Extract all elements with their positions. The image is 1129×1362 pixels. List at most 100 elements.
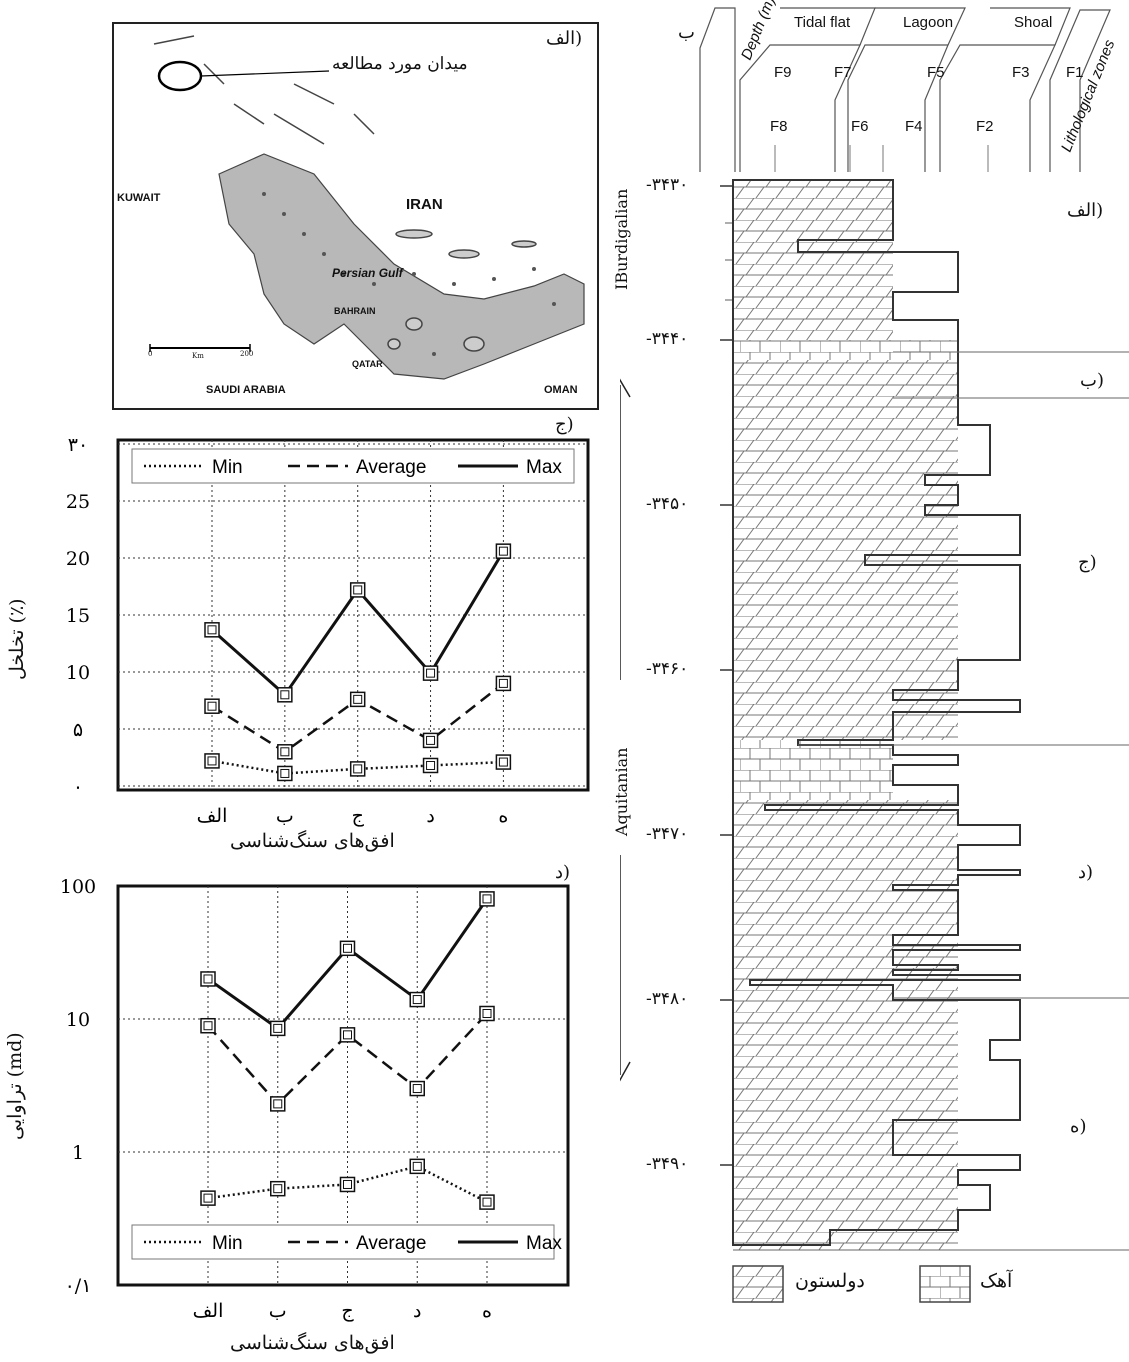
series-average-point-inner bbox=[412, 1084, 422, 1094]
stratigraphic-column-svg bbox=[620, 7, 1129, 1303]
chart1-ytick-label: ۰/۱ bbox=[65, 1275, 92, 1297]
series-average-point bbox=[270, 1096, 286, 1112]
depth-tick-3430: -۳۴۳۰ bbox=[646, 175, 689, 195]
porosity-ylabel: تخلخل (٪) bbox=[6, 598, 28, 680]
legend-label-average: Average bbox=[356, 457, 426, 478]
chart0-xtick-label: ج bbox=[352, 805, 365, 827]
chart1-xtick-label: ب bbox=[269, 1300, 287, 1322]
env-tidal-flat: Tidal flat bbox=[794, 14, 851, 31]
legend-label-max: Max bbox=[526, 1233, 562, 1254]
series-min-point-inner bbox=[203, 1193, 213, 1203]
series-average-point bbox=[277, 744, 293, 760]
facies-f7: F7 bbox=[834, 64, 852, 81]
series-min-point-inner bbox=[207, 756, 217, 766]
depth-tick-3440: -۳۴۴۰ bbox=[646, 329, 689, 349]
legend-label-average: Average bbox=[356, 1233, 426, 1254]
chart1-ytick-label: 1 bbox=[72, 1142, 84, 1164]
series-average-point bbox=[200, 1017, 216, 1034]
chart0-ytick-label: 15 bbox=[66, 605, 90, 627]
series-min-point bbox=[479, 1194, 495, 1210]
zone-label-he: ه) bbox=[1070, 1116, 1087, 1137]
bahrain-label: BAHRAIN bbox=[334, 306, 376, 316]
series-max-point-inner bbox=[343, 943, 352, 953]
permeability-xlabel: افق‌های سنگ‌شناسی bbox=[230, 1332, 395, 1354]
facies-f4: F4 bbox=[905, 118, 923, 135]
permeability-panel-label: د) bbox=[555, 862, 571, 883]
series-average-point-inner bbox=[273, 1099, 283, 1109]
series-max-point bbox=[277, 687, 293, 703]
porosity-xlabel: افق‌های سنگ‌شناسی bbox=[230, 830, 395, 852]
chart0-xtick-label: ه bbox=[498, 805, 508, 827]
map-panel-label: الف) bbox=[546, 28, 583, 49]
series-min-point-inner bbox=[273, 1184, 283, 1194]
series-min-point bbox=[495, 754, 512, 770]
chart0-xtick-label: د bbox=[426, 805, 434, 827]
series-min-point-inner bbox=[426, 760, 436, 770]
kuwait-label: KUWAIT bbox=[117, 192, 161, 204]
series-max-point-inner bbox=[207, 625, 217, 635]
legend-dolostone: دولستون bbox=[795, 1270, 865, 1292]
persian-gulf-map bbox=[149, 24, 597, 380]
legend-limestone: آهک bbox=[980, 1270, 1013, 1292]
series-min-point bbox=[409, 1158, 425, 1175]
series-max-point bbox=[409, 991, 425, 1008]
env-lagoon: Lagoon bbox=[903, 14, 954, 31]
series-max-point-inner bbox=[273, 1023, 283, 1033]
series-average-point-inner bbox=[498, 678, 508, 688]
series-max-point-inner bbox=[498, 546, 508, 556]
series-min-point-inner bbox=[280, 768, 290, 778]
chart0-ytick-label: ۵ bbox=[73, 719, 83, 741]
zone-label-alef: الف) bbox=[1067, 200, 1104, 221]
series-average-point bbox=[479, 1005, 495, 1022]
series-min-point bbox=[277, 765, 293, 782]
facies-f9: F9 bbox=[774, 64, 792, 81]
porosity-panel-label: ج) bbox=[555, 414, 574, 435]
chart0-ytick-label: ۳۰ bbox=[68, 434, 88, 456]
series-average-point bbox=[409, 1080, 425, 1097]
persian-gulf-label: Persian Gulf bbox=[332, 266, 403, 280]
series-max-point-inner bbox=[280, 690, 290, 700]
zone-label-be: ب) bbox=[1080, 370, 1104, 391]
depth-tick-3460: -۳۴۶۰ bbox=[646, 659, 689, 679]
series-max-point bbox=[495, 543, 512, 559]
series-average-point bbox=[339, 1027, 356, 1043]
chart0-xtick-label: ب bbox=[276, 805, 294, 827]
chart1-xtick-label: د bbox=[413, 1300, 421, 1322]
facies-f8: F8 bbox=[770, 118, 788, 135]
series-min-point bbox=[349, 761, 366, 777]
chart1-xtick-label: ج bbox=[341, 1300, 354, 1322]
series-min-point-inner bbox=[353, 764, 363, 774]
series-min-point bbox=[270, 1180, 286, 1197]
facies-f5: F5 bbox=[927, 64, 945, 81]
chart0-ytick-label: ۰ bbox=[73, 776, 83, 798]
series-average-point-inner bbox=[343, 1030, 352, 1040]
zone-label-dal: د) bbox=[1078, 862, 1094, 883]
series-max-point-inner bbox=[412, 995, 422, 1005]
depth-tick-3480: -۳۴۸۰ bbox=[646, 989, 689, 1009]
series-max-point bbox=[339, 940, 356, 957]
lithology-column bbox=[732, 179, 1021, 1250]
series-max-point-inner bbox=[353, 585, 363, 595]
legend-label-max: Max bbox=[526, 457, 562, 478]
facies-f1: F1 bbox=[1066, 64, 1084, 81]
permeability-ylabel: تراوایی (md) bbox=[4, 1032, 26, 1140]
series-min-point-inner bbox=[482, 1197, 492, 1207]
qatar-label: QATAR bbox=[352, 359, 383, 369]
chart0-ytick-label: 10 bbox=[66, 662, 90, 684]
series-max-point bbox=[349, 582, 366, 598]
series-max-point bbox=[200, 971, 216, 987]
series-min-point bbox=[422, 757, 439, 774]
chart1-ytick-label: 10 bbox=[66, 1009, 90, 1031]
series-average-point-inner bbox=[280, 747, 290, 757]
series-min-point bbox=[339, 1176, 356, 1193]
series-max-point bbox=[270, 1020, 286, 1037]
chart1-xtick-label: ه bbox=[482, 1300, 492, 1322]
series-max-point-inner bbox=[203, 974, 213, 984]
series-average-point-inner bbox=[426, 735, 436, 745]
series-average-point-inner bbox=[353, 694, 363, 704]
series-min-point-inner bbox=[498, 757, 508, 767]
chart0-ytick-label: 25 bbox=[66, 491, 90, 513]
zone-label-jim: ج) bbox=[1078, 552, 1097, 573]
series-max-point bbox=[204, 622, 220, 638]
series-min-point bbox=[200, 1190, 216, 1206]
